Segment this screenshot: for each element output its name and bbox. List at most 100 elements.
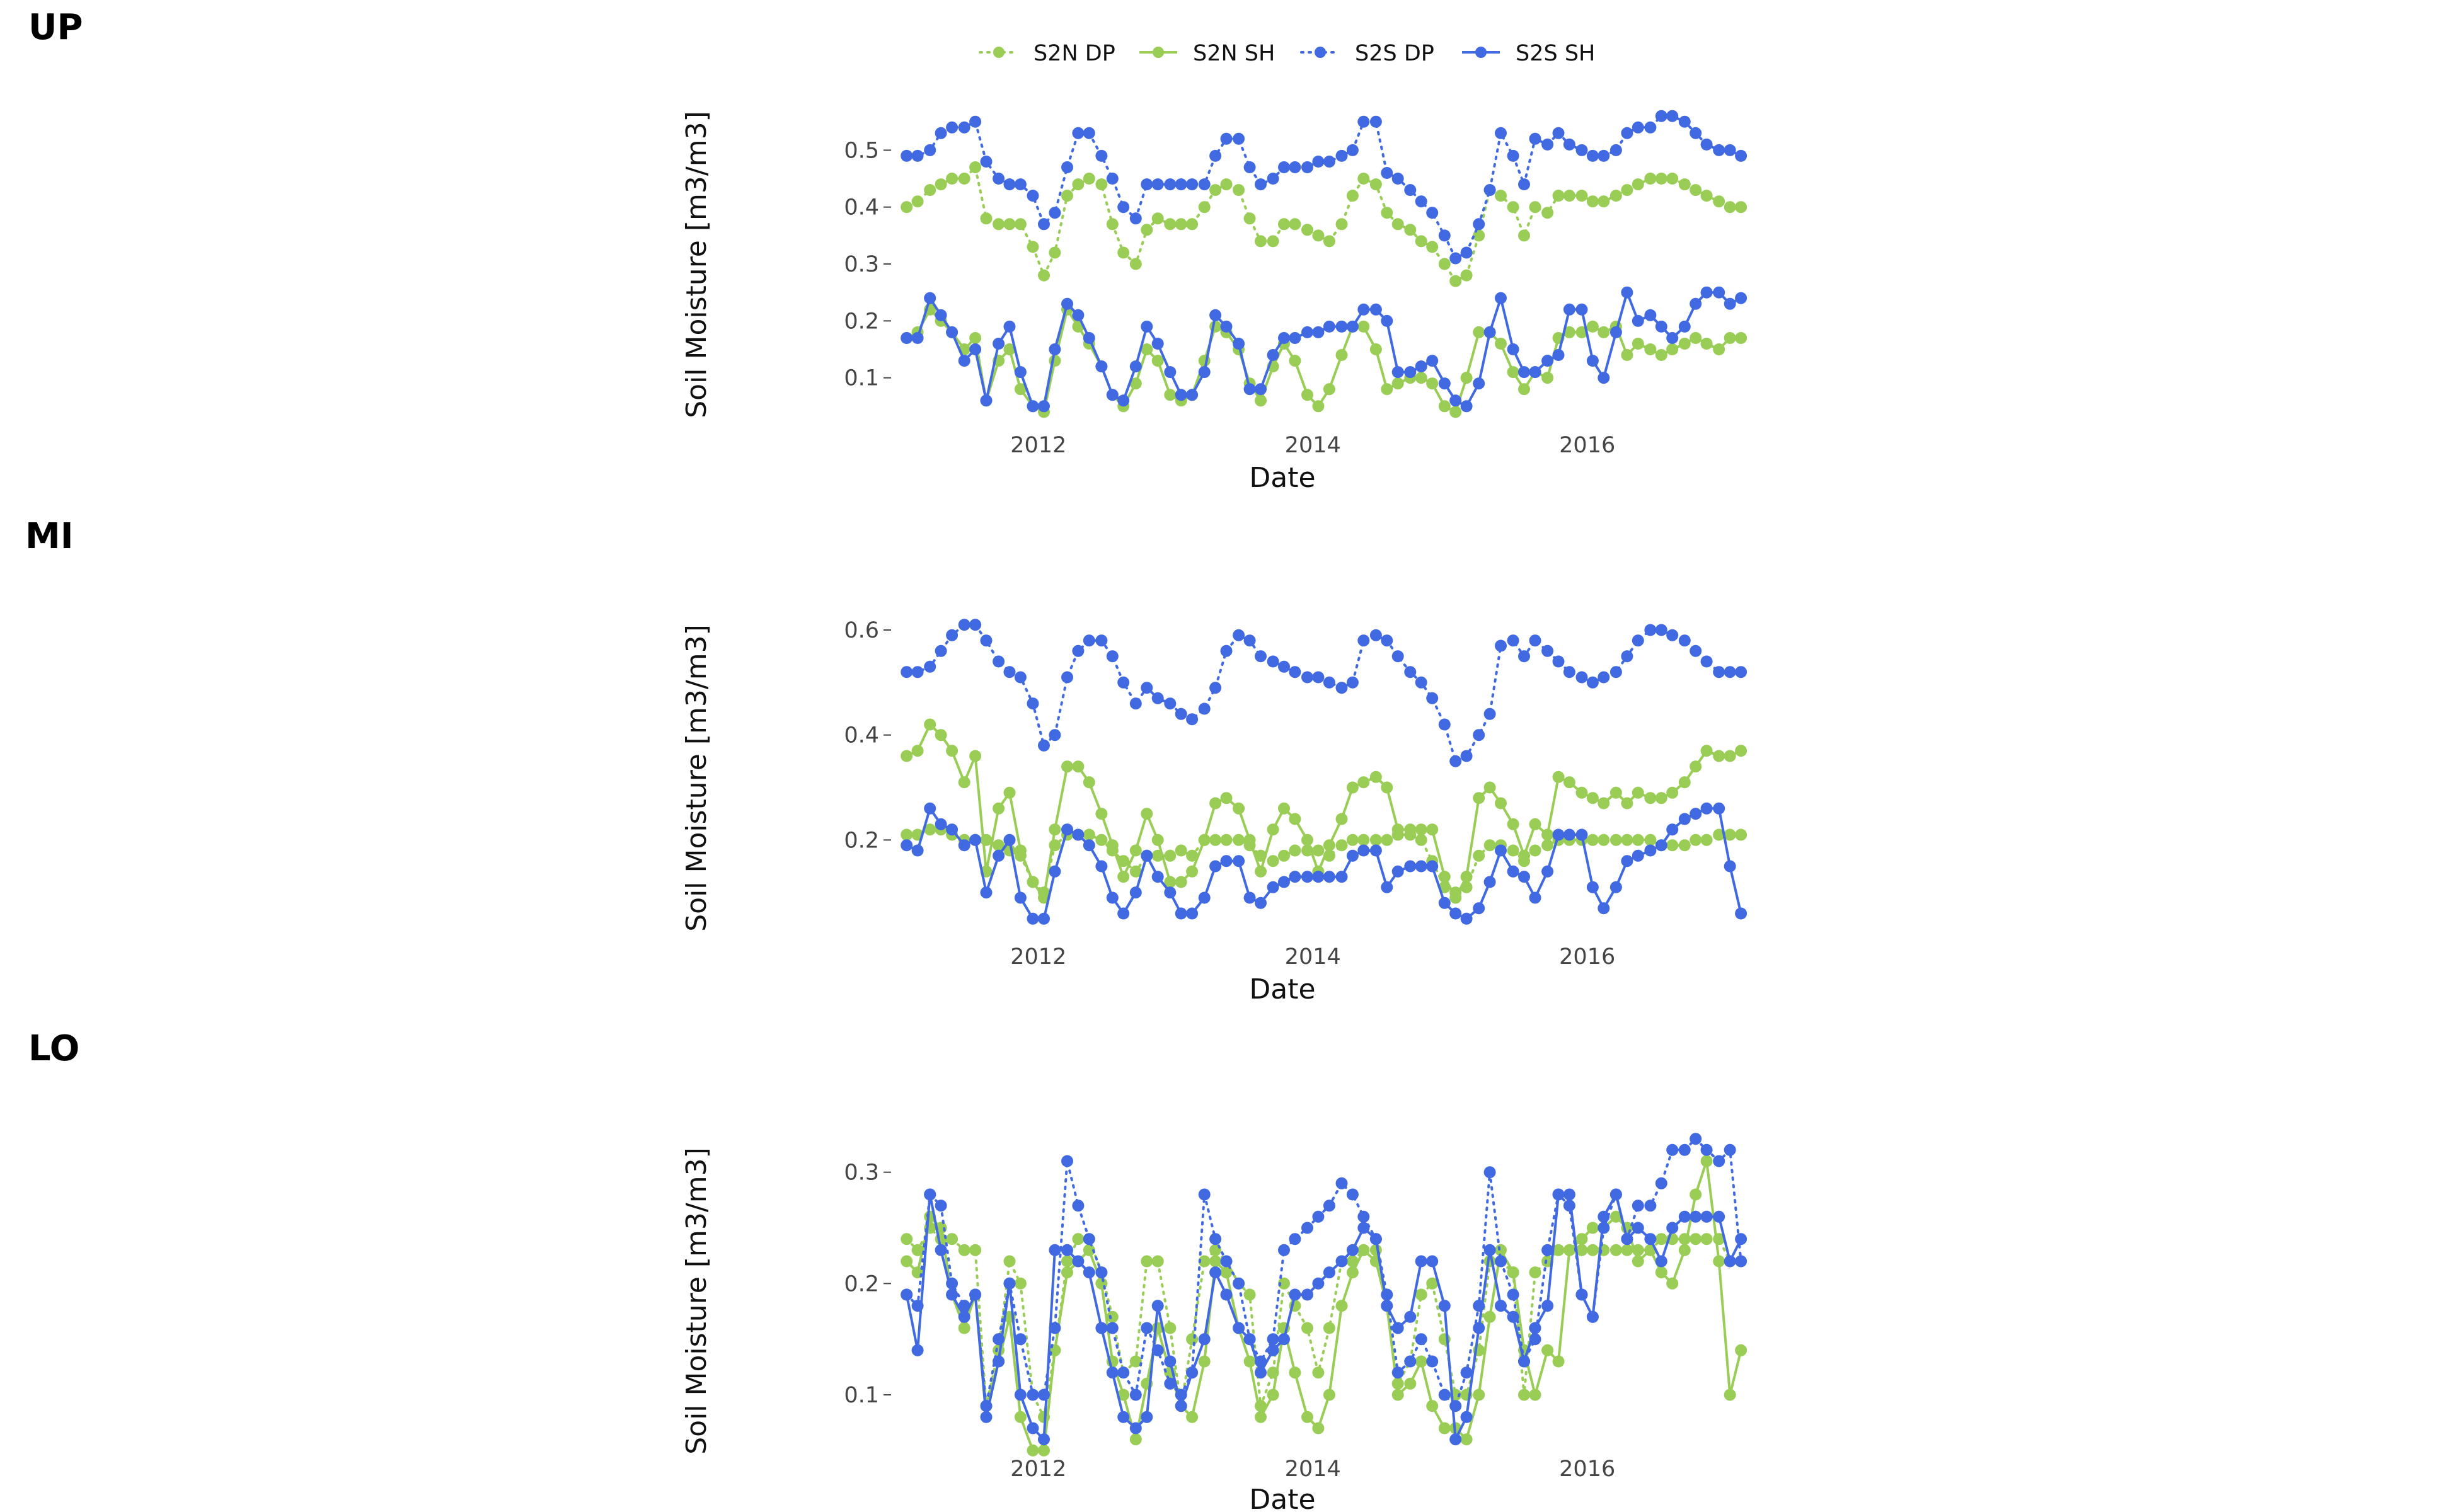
data-point (1426, 377, 1439, 390)
data-point (924, 144, 936, 156)
data-point (1049, 1322, 1061, 1334)
data-point (1357, 776, 1370, 789)
data-point (1175, 844, 1187, 857)
data-point (1175, 707, 1187, 720)
data-point (1724, 201, 1736, 214)
data-point (1289, 218, 1301, 231)
data-point (946, 121, 959, 134)
data-point (1095, 808, 1108, 820)
data-point (935, 729, 947, 742)
data-point (1563, 776, 1575, 789)
data-point (1735, 1233, 1747, 1246)
data-point (1735, 666, 1747, 679)
data-point (1049, 207, 1061, 219)
data-point (1141, 320, 1153, 333)
data-point (1678, 813, 1691, 825)
data-point (1255, 1411, 1267, 1423)
data-point (1460, 372, 1473, 384)
data-point (1312, 229, 1325, 242)
data-point (1335, 871, 1348, 883)
data-point (1563, 1244, 1575, 1256)
data-point (924, 292, 936, 304)
data-point (1507, 865, 1519, 878)
data-point (1220, 132, 1233, 145)
data-point (1049, 865, 1061, 878)
data-point (935, 178, 947, 191)
data-point (924, 1188, 936, 1201)
y-tick-label: 0.2 (844, 309, 879, 334)
panel-title-up: UP (28, 7, 83, 48)
data-point (1700, 1155, 1713, 1167)
y-axis-title: Soil Moisture [m3/m3] (681, 1147, 713, 1455)
data-point (1083, 332, 1095, 344)
data-point (1735, 332, 1747, 344)
data-point (1198, 891, 1211, 904)
data-point (1209, 682, 1222, 694)
data-point (1061, 760, 1073, 773)
series-s2s-sh (901, 286, 1747, 413)
data-point (1690, 1188, 1702, 1201)
data-point (1598, 326, 1610, 338)
data-point (958, 355, 970, 367)
data-point (1255, 1366, 1267, 1379)
data-point (1003, 1255, 1016, 1268)
data-point (1129, 1355, 1142, 1368)
data-point (1483, 1166, 1496, 1179)
data-point (1507, 634, 1519, 647)
data-point (1083, 127, 1095, 139)
data-point (1095, 1322, 1108, 1334)
data-point (1586, 149, 1599, 162)
data-point (1357, 320, 1370, 333)
data-point (1621, 1233, 1633, 1246)
data-point (1312, 671, 1325, 684)
data-point (1404, 224, 1417, 236)
data-point (1426, 823, 1439, 836)
data-point (1175, 876, 1187, 888)
data-point (1233, 833, 1245, 846)
data-point (1209, 184, 1222, 197)
data-point (1255, 394, 1267, 407)
data-point (1415, 360, 1427, 373)
data-point (1072, 1200, 1085, 1212)
data-point (1117, 871, 1130, 883)
data-point (1233, 629, 1245, 641)
data-point (1678, 115, 1691, 128)
data-point (946, 745, 959, 757)
data-point (1644, 1200, 1657, 1212)
data-point (1117, 1389, 1130, 1401)
data-point (1621, 650, 1633, 663)
data-point (1735, 1344, 1747, 1356)
data-point (1164, 697, 1177, 710)
legend-item-s2s-sh: S2S SH (1462, 41, 1595, 66)
data-point (1391, 865, 1404, 878)
data-point (1106, 1322, 1119, 1334)
data-point (980, 394, 993, 407)
data-point (1014, 366, 1027, 379)
data-point (1495, 127, 1507, 139)
data-point (1644, 1233, 1657, 1246)
data-point (1586, 355, 1599, 367)
data-point (911, 332, 924, 344)
data-point (1563, 303, 1575, 316)
data-point (1186, 1333, 1199, 1346)
data-point (1301, 389, 1313, 401)
data-point (1598, 833, 1610, 846)
data-point (1438, 400, 1451, 413)
legend-label-s2n-sh: S2N SH (1193, 41, 1275, 66)
data-point (1495, 797, 1507, 810)
data-point (1151, 833, 1164, 846)
data-point (1357, 833, 1370, 846)
data-point (1220, 644, 1233, 657)
data-point (1438, 258, 1451, 270)
data-point (1027, 1389, 1039, 1401)
data-point (1529, 1266, 1541, 1279)
data-point (1473, 218, 1485, 231)
x-axis-title: Date (1249, 1484, 1315, 1512)
data-point (1541, 138, 1554, 151)
data-point (1117, 907, 1130, 920)
data-point (1243, 891, 1256, 904)
data-point (935, 127, 947, 139)
data-point (1426, 241, 1439, 253)
y-tick-label: 0.5 (844, 138, 879, 163)
data-point (1507, 366, 1519, 379)
